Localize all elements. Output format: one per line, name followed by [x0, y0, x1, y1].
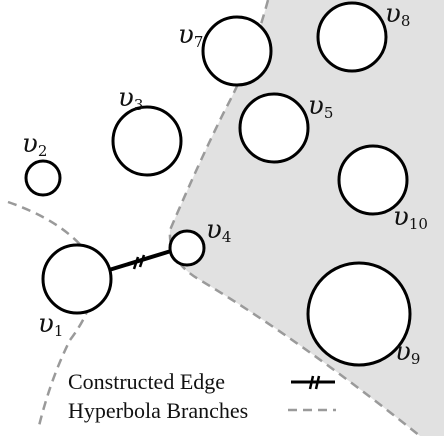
- legend: Constructed Edge Hyperbola Branches: [68, 369, 336, 423]
- node-v3: [111, 105, 183, 177]
- node-v9: [306, 261, 412, 367]
- node-v10: [337, 144, 409, 216]
- node-v2: [24, 159, 62, 197]
- node-v1: [41, 243, 113, 315]
- node-label-v1: υ1: [38, 309, 63, 340]
- node-label-v7: υ7: [178, 20, 203, 51]
- node-label-v8: υ8: [385, 0, 410, 30]
- hyperbola-branch-right: [168, 0, 421, 436]
- node-v8: [316, 1, 388, 73]
- node-label-v4: υ4: [206, 215, 231, 246]
- node-label-v3: υ3: [118, 83, 143, 114]
- node-label-v9: υ9: [395, 337, 420, 368]
- legend-constructed-edge-swatch: [291, 375, 335, 390]
- node-label-v2: υ2: [22, 129, 47, 160]
- constructed-edge: [108, 249, 172, 272]
- node-label-v5: υ5: [308, 91, 333, 122]
- node-label-v10: υ10: [393, 202, 428, 233]
- legend-constructed-edge-label: Constructed Edge: [68, 369, 225, 394]
- node-v5: [238, 92, 310, 164]
- node-v7: [201, 15, 273, 87]
- node-v4: [168, 229, 206, 267]
- legend-hyperbola-branches-label: Hyperbola Branches: [68, 398, 248, 423]
